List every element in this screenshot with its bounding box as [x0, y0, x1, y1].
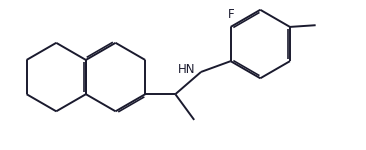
Text: F: F	[228, 8, 235, 21]
Text: HN: HN	[178, 63, 195, 76]
